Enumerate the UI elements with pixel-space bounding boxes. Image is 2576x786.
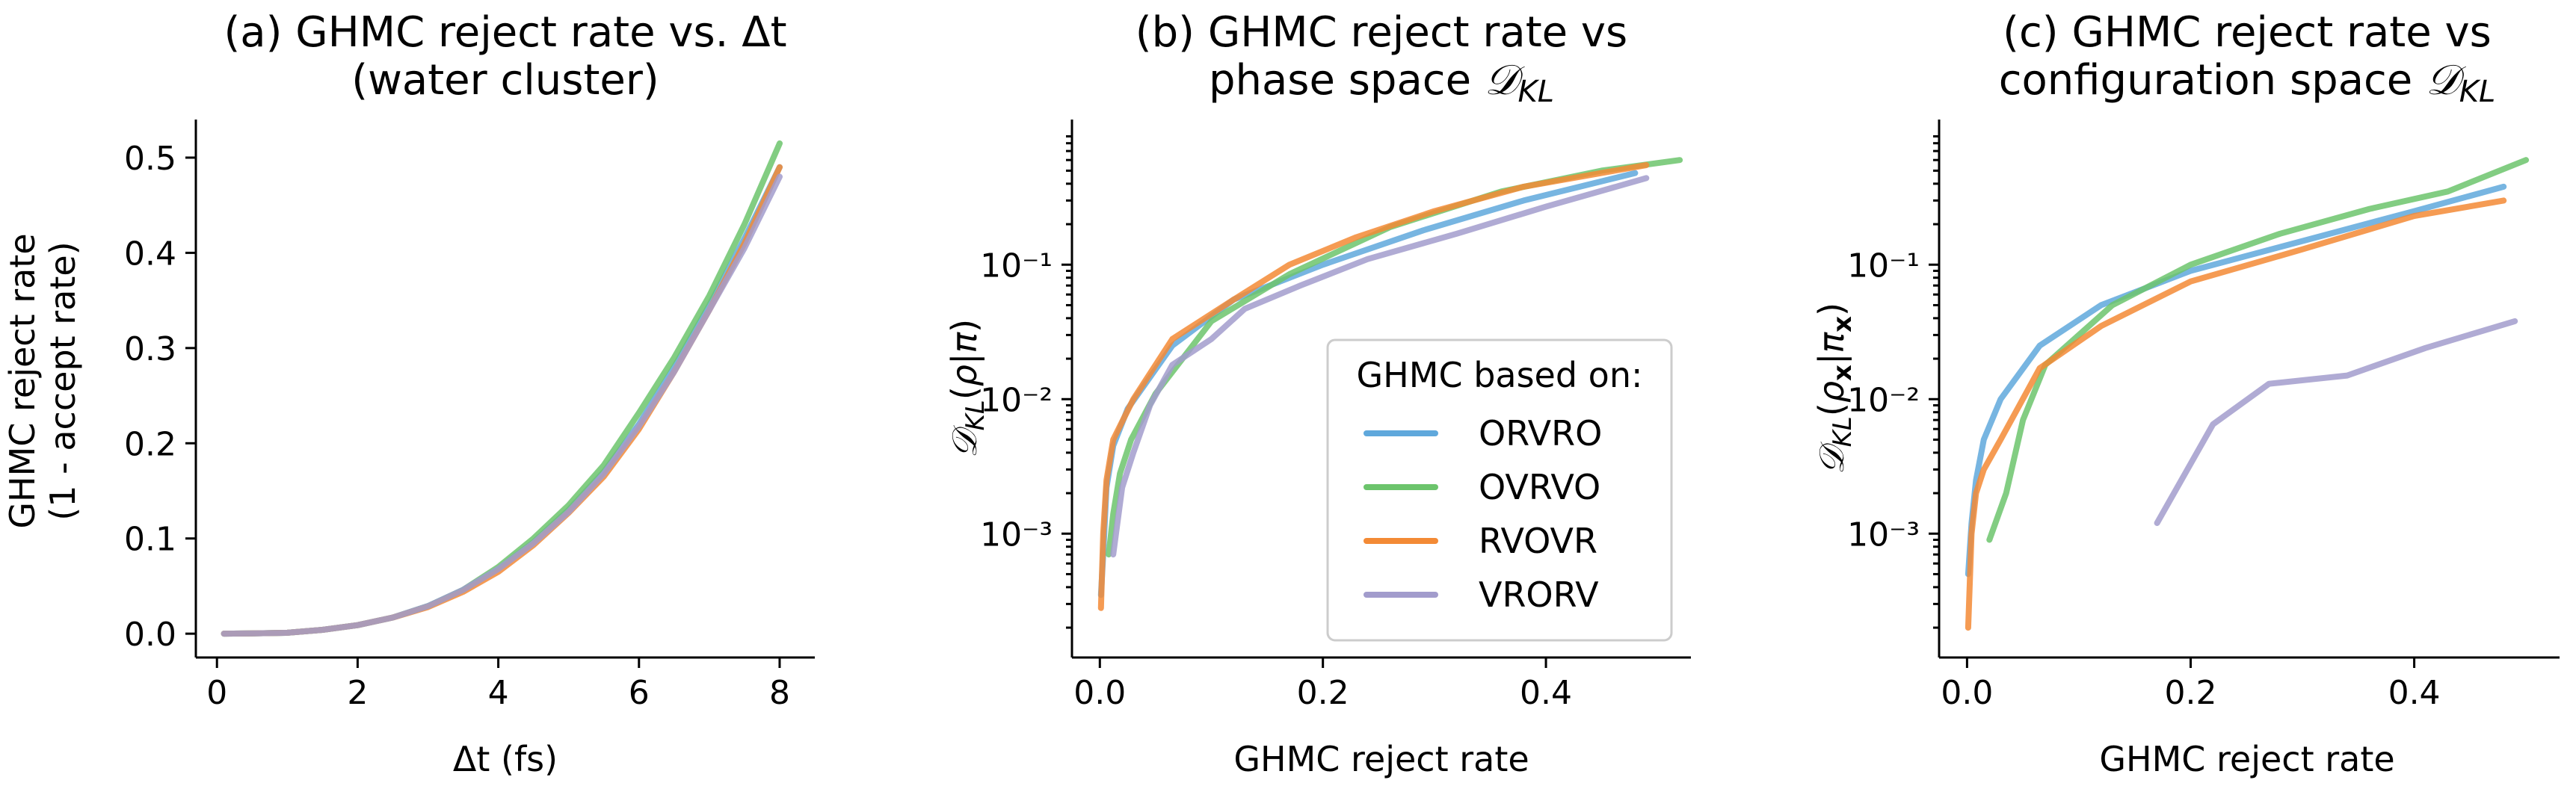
panel-b-title-line-1: (b) GHMC reject rate vs xyxy=(1136,8,1627,57)
panel-c-y-tick-label: 10⁻² xyxy=(1847,381,1920,419)
panel-b-x-tick-label: 0.2 xyxy=(1297,674,1349,712)
panel-a-title-line-2: (water cluster) xyxy=(351,56,659,105)
panel-b-ticks: 0.0 0.2 0.4 10⁻³ 10⁻² 10⁻¹ xyxy=(980,134,1572,712)
panel-c-series-ovrvo xyxy=(1986,157,2530,543)
panel-c-title-line-1: (c) GHMC reject rate vs xyxy=(2003,8,2492,57)
panel-c-y-tick-label: 10⁻¹ xyxy=(1847,247,1920,285)
panel-a-y-axis-label-line-2: (1 - accept rate) xyxy=(43,241,83,520)
panel-a-y-tick-label: 0.5 xyxy=(124,140,176,178)
legend-entry-orvro: ORVRO xyxy=(1364,413,1602,454)
legend-entry-ovrvo: OVRVO xyxy=(1364,467,1600,507)
panel-c-series-vrorv xyxy=(2154,318,2518,526)
panel-a-x-tick-label: 0 xyxy=(206,674,227,712)
panel-a-y-tick-label: 0.0 xyxy=(124,616,176,654)
panel-a-water-cluster: (a) GHMC reject rate vs. Δt (water clust… xyxy=(2,8,815,779)
legend-frame xyxy=(1326,338,1673,642)
panel-a-series-vrorv xyxy=(221,173,783,637)
panel-a-x-axis-label: Δt (fs) xyxy=(453,739,558,779)
panel-c-configuration-space-kl: (c) GHMC reject rate vs configuration sp… xyxy=(1811,8,2560,779)
legend-entry-rvovr: RVOVR xyxy=(1364,521,1597,561)
panel-c-title-line-2: configuration space 𝒟KL xyxy=(1999,56,2496,109)
panel-c-x-tick-label: 0.0 xyxy=(1941,674,1993,712)
panel-c-ticks: 0.0 0.2 0.4 10⁻³ 10⁻² 10⁻¹ xyxy=(1847,134,2441,712)
panel-c-series-rvovr xyxy=(1965,197,2507,631)
legend-entry-vrorv: VRORV xyxy=(1364,575,1599,615)
panel-c-y-tick-label: 10⁻³ xyxy=(1847,516,1920,554)
panel-b-y-tick-label: 10⁻¹ xyxy=(980,247,1053,285)
panel-a-y-axis-label-line-1: GHMC reject rate xyxy=(2,233,43,528)
panel-b-y-tick-label: 10⁻³ xyxy=(980,516,1053,554)
panel-c-series-orvro xyxy=(1965,183,2507,578)
panel-a-x-tick-label: 2 xyxy=(347,674,368,712)
panel-a-x-tick-label: 8 xyxy=(769,674,790,712)
panel-b-series-lines xyxy=(1097,157,1683,611)
panel-b-x-tick-label: 0.4 xyxy=(1520,674,1572,712)
panel-a-y-tick-label: 0.1 xyxy=(124,521,176,559)
panel-b-series-vrorv xyxy=(1110,175,1650,558)
panel-a-ticks: 0 2 4 6 8 0.0 0.1 0.2 0.3 0.4 0.5 xyxy=(124,140,790,712)
panel-b-x-axis-label: GHMC reject rate xyxy=(1233,739,1529,779)
legend-label-rvovr: RVOVR xyxy=(1479,521,1597,561)
legend-title: GHMC based on: xyxy=(1357,355,1643,395)
panel-b-series-rvovr xyxy=(1097,162,1650,611)
panel-a-title-line-1: (a) GHMC reject rate vs. Δt xyxy=(224,8,786,57)
panel-a-series-lines xyxy=(221,140,783,637)
panel-a-y-tick-label: 0.2 xyxy=(124,425,176,463)
panel-b-y-tick-label: 10⁻² xyxy=(980,381,1053,419)
legend-label-vrorv: VRORV xyxy=(1479,575,1599,615)
legend: GHMC based on: ORVRO OVRVO RVOVR VRORV xyxy=(1326,338,1673,642)
panel-b-x-tick-label: 0.0 xyxy=(1073,674,1126,712)
panel-a-x-tick-label: 6 xyxy=(629,674,650,712)
panel-c-y-axis-label: 𝒟KL(ρx|πx) xyxy=(1811,303,1858,474)
panel-c-x-tick-label: 0.2 xyxy=(2164,674,2216,712)
panel-b-y-axis-label: 𝒟KL(ρ|π) xyxy=(944,319,990,458)
panel-c-series-lines xyxy=(1965,157,2530,631)
panel-b-title-line-2: phase space 𝒟KL xyxy=(1209,56,1554,109)
legend-label-orvro: ORVRO xyxy=(1479,413,1602,454)
legend-label-ovrvo: OVRVO xyxy=(1479,467,1600,507)
panel-b-phase-space-kl: (b) GHMC reject rate vs phase space 𝒟KL … xyxy=(944,8,1691,779)
panel-a-y-tick-label: 0.3 xyxy=(124,330,176,368)
panel-a-x-tick-label: 4 xyxy=(488,674,509,712)
panel-c-x-tick-label: 0.4 xyxy=(2388,674,2441,712)
panel-a-y-tick-label: 0.4 xyxy=(124,235,176,273)
panel-c-x-axis-label: GHMC reject rate xyxy=(2099,739,2394,779)
panel-a-series-ovrvo xyxy=(221,140,783,637)
